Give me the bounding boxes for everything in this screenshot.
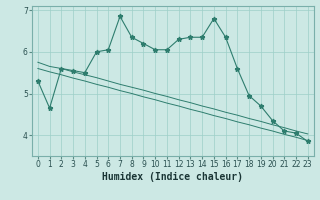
X-axis label: Humidex (Indice chaleur): Humidex (Indice chaleur)	[102, 172, 243, 182]
